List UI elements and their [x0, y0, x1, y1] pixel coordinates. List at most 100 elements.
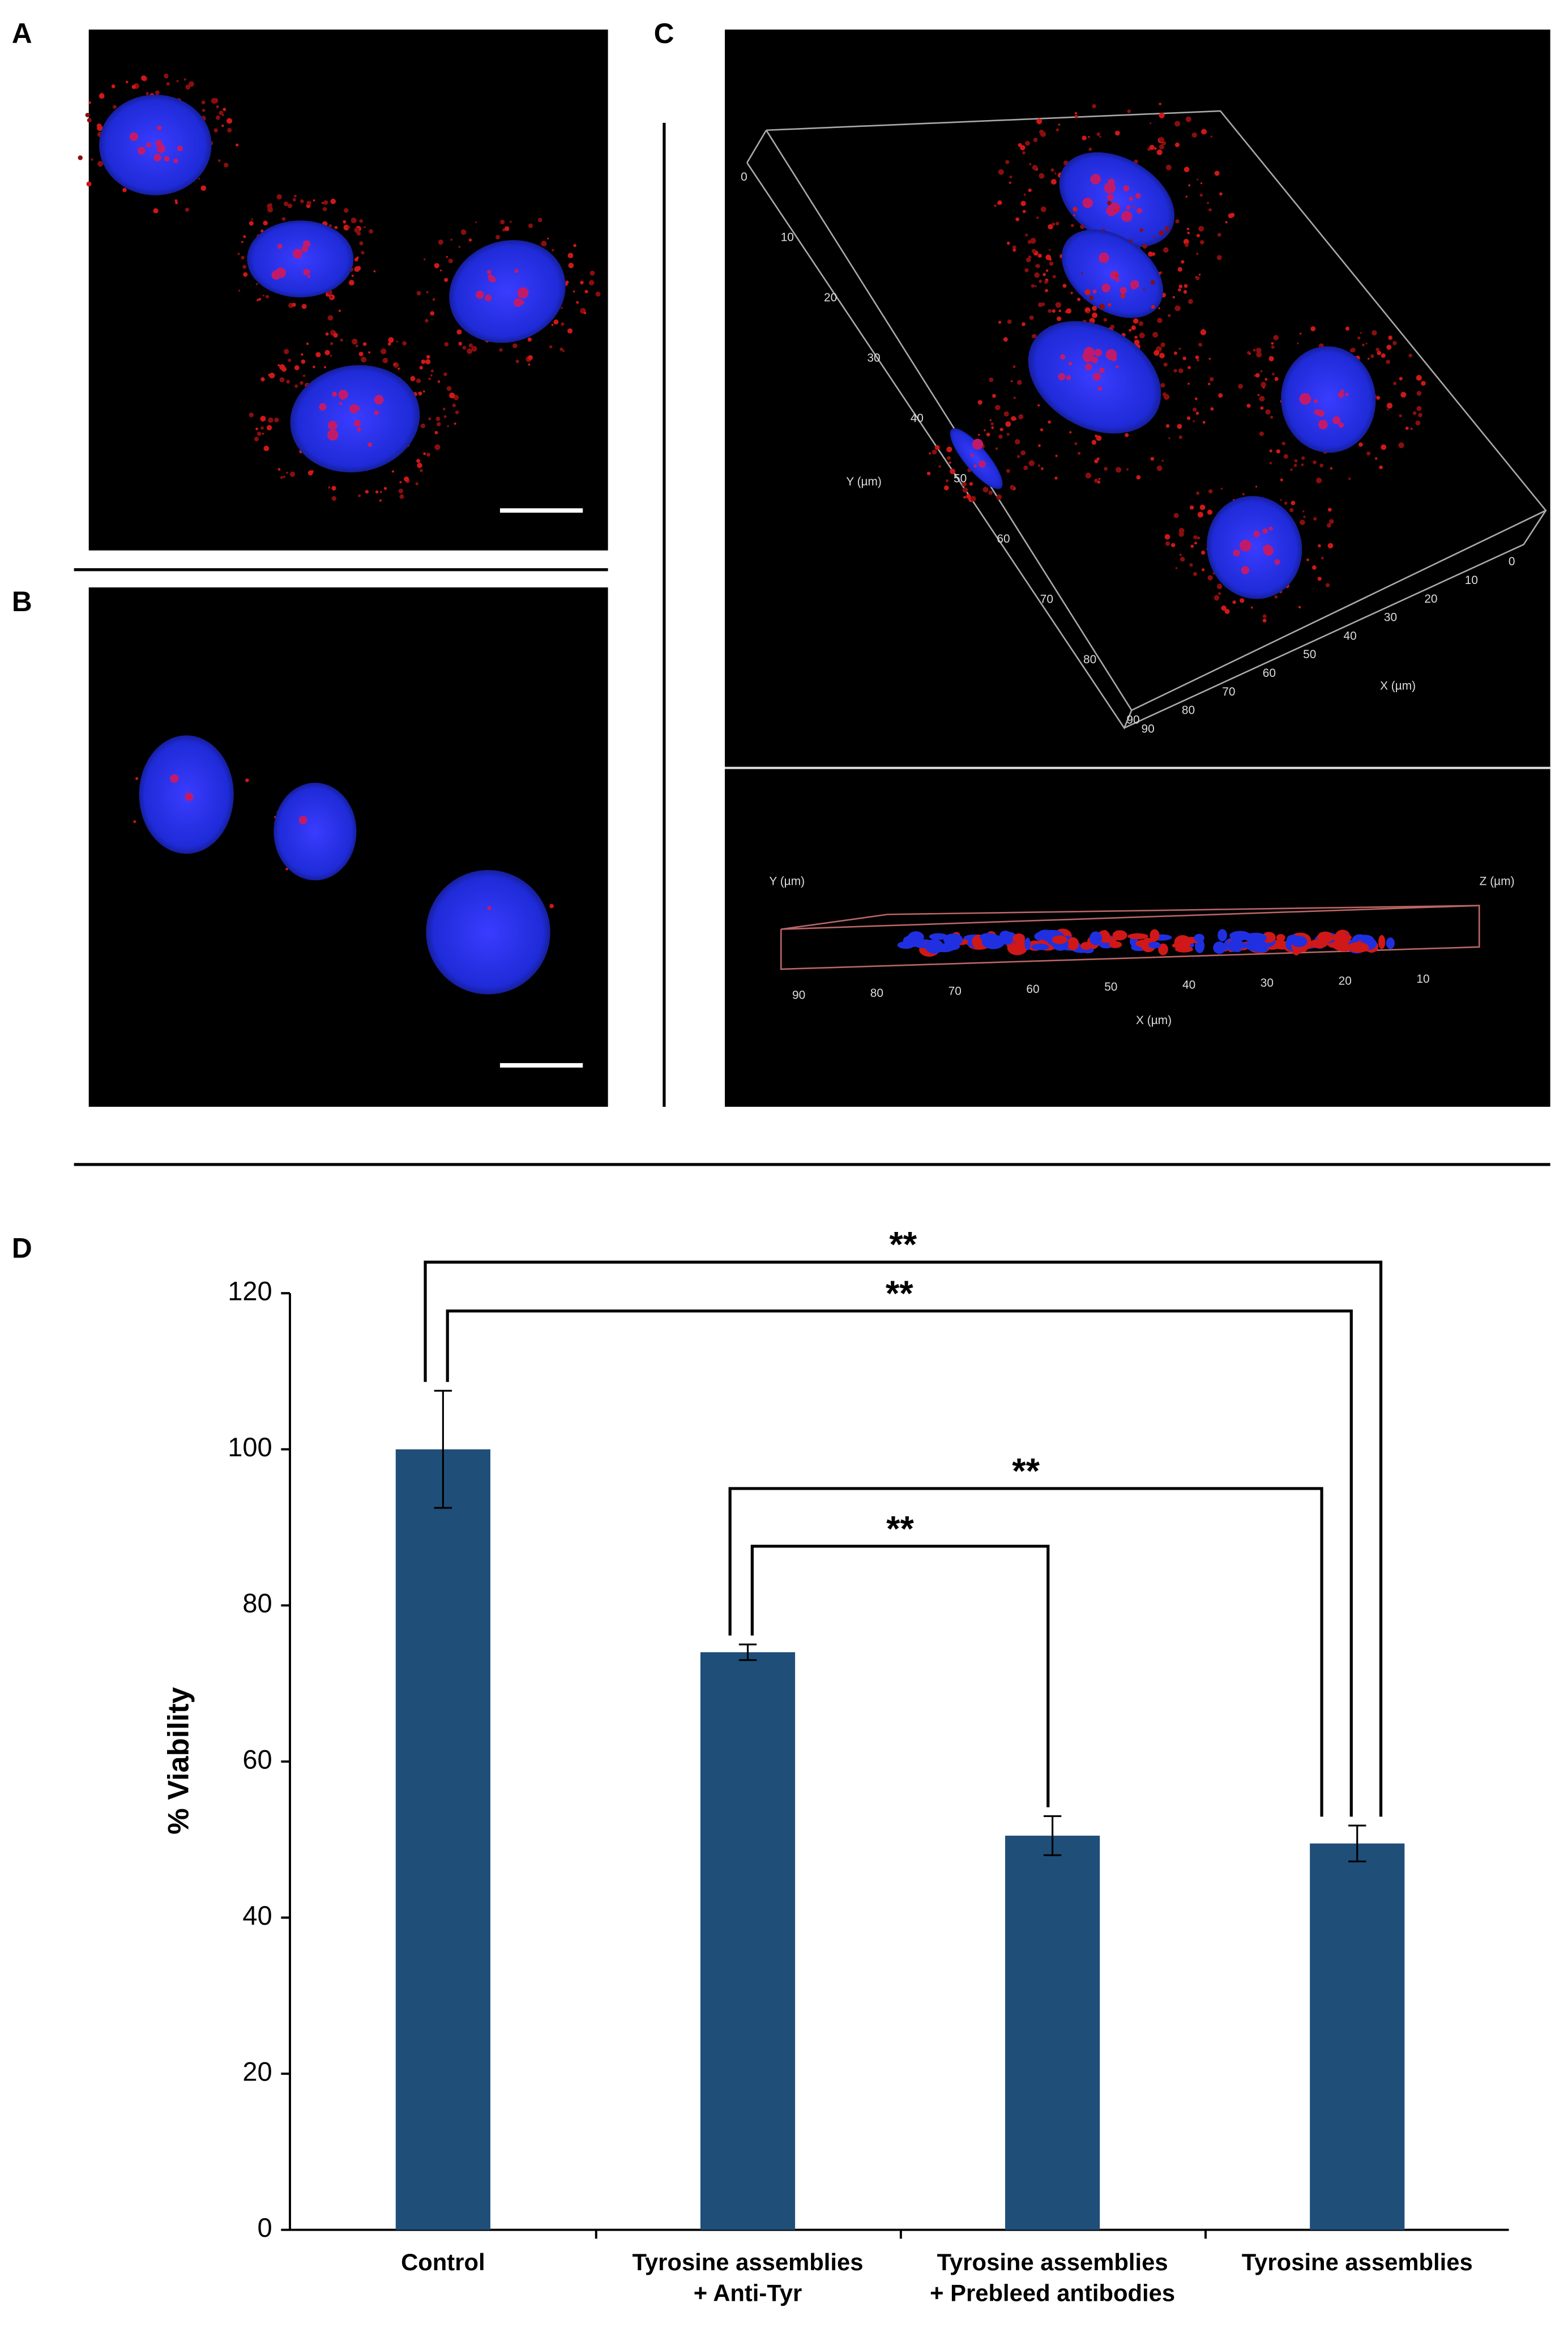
stain-dot: [241, 255, 245, 260]
side-stain: [1247, 933, 1261, 943]
stain-dot: [1092, 373, 1101, 381]
stain-dot: [135, 777, 139, 781]
stain-dot: [1055, 302, 1062, 308]
stain-dot: [1129, 329, 1132, 332]
stain-dot: [1107, 178, 1115, 186]
stain-dot: [1186, 416, 1191, 420]
stain-dot: [1092, 104, 1096, 109]
stain-dot: [226, 118, 233, 124]
stain-dot: [286, 471, 288, 474]
stain-dot: [1366, 451, 1371, 456]
significance-label: **: [1012, 1451, 1040, 1491]
stain-dot: [966, 494, 971, 499]
stain-dot: [1386, 344, 1392, 350]
stain-dot: [946, 446, 952, 453]
stain-dot: [1219, 192, 1223, 196]
stain-dot: [454, 422, 456, 425]
stain-dot: [512, 343, 518, 348]
stain-dot: [1198, 343, 1203, 347]
stain-dot: [221, 124, 224, 127]
stain-dot: [257, 299, 259, 301]
stain-dot: [1114, 130, 1120, 136]
stain-dot: [1330, 467, 1332, 470]
stain-dot: [989, 419, 992, 421]
tick-label: 80: [1083, 653, 1096, 666]
stain-dot: [322, 207, 327, 211]
stain-dot: [495, 234, 500, 240]
stain-dot: [573, 244, 576, 248]
stain-dot: [428, 417, 431, 420]
stain-dot: [949, 461, 951, 464]
stain-dot: [1163, 362, 1168, 367]
stain-dot: [1168, 314, 1171, 317]
tick-label: 30: [867, 352, 880, 365]
stain-dot: [1265, 409, 1271, 415]
stain-dot: [426, 355, 430, 359]
stain-dot: [1299, 332, 1302, 335]
stain-dot: [307, 274, 311, 278]
cell: [274, 782, 357, 881]
stain-dot: [279, 364, 285, 370]
stain-dot: [1116, 365, 1119, 369]
stain-dot: [1074, 442, 1078, 445]
stain-dot: [156, 144, 165, 154]
stain-dot: [122, 187, 127, 193]
stain-dot: [1143, 288, 1145, 291]
stain-dot: [301, 359, 306, 364]
stain-dot: [255, 427, 258, 430]
stain-dot: [146, 142, 152, 148]
stain-dot: [1039, 279, 1043, 283]
stain-dot: [1412, 411, 1417, 415]
stain-dot: [1415, 420, 1421, 426]
significance-bracket: **: [728, 1451, 1323, 1817]
stain-dot: [1096, 132, 1100, 137]
stain-dot: [1253, 348, 1256, 352]
stain-dot: [442, 407, 446, 411]
stain-dot: [1340, 389, 1344, 393]
stain-dot: [963, 496, 966, 499]
stain-dot: [1289, 508, 1294, 513]
side-stain: [1253, 945, 1268, 953]
stain-dot: [576, 301, 579, 304]
stain-dot: [1216, 583, 1223, 590]
stain-dot: [198, 177, 200, 180]
stain-dot: [999, 428, 1003, 432]
stain-dot: [1082, 197, 1093, 208]
stain-dot: [1195, 411, 1199, 415]
stain-dot: [1118, 208, 1121, 211]
side-stain: [1228, 940, 1236, 952]
stain-dot: [243, 235, 246, 238]
stain-dot: [1345, 326, 1350, 331]
nucleus: [449, 240, 566, 343]
tick-label: 30: [1261, 977, 1274, 990]
stain-dot: [929, 452, 931, 455]
stain-dot: [1188, 184, 1191, 187]
stain-dot: [1197, 178, 1199, 181]
stain-dot: [1259, 431, 1264, 436]
stain-dot: [1381, 444, 1387, 450]
tick-label: 20: [824, 291, 837, 304]
stain-dot: [1208, 382, 1211, 386]
nucleus: [950, 428, 1003, 489]
tick-label: 10: [781, 231, 794, 244]
stain-dot: [277, 468, 281, 471]
stain-dot: [1317, 410, 1325, 417]
tick-label: 10: [1416, 973, 1429, 986]
stain-dot: [1007, 319, 1012, 324]
stain-dot: [418, 391, 422, 396]
stain-dot: [1163, 247, 1169, 253]
box-edge: [780, 905, 1480, 970]
stain-dot: [1087, 311, 1090, 314]
stain-dot: [1186, 228, 1190, 231]
stain-dot: [1104, 467, 1108, 471]
stain-dot: [353, 420, 361, 427]
stain-dot: [1299, 393, 1311, 405]
stain-dot: [1300, 519, 1305, 525]
stain-dot: [302, 240, 311, 248]
side-stain: [1213, 941, 1226, 954]
stain-dot: [447, 425, 449, 428]
x-tick-label: Tyrosine assemblies: [937, 2249, 1168, 2275]
side-stain: [1012, 933, 1025, 943]
stain-dot: [432, 298, 435, 301]
